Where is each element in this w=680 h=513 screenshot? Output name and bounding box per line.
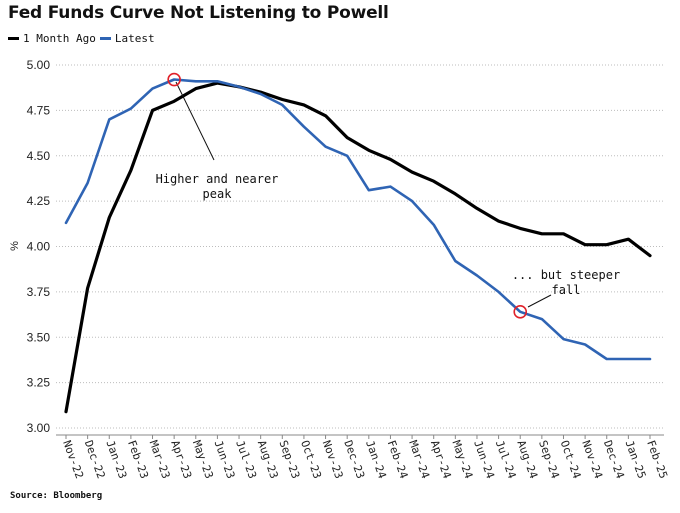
chart-title: Fed Funds Curve Not Listening to Powell	[8, 3, 389, 23]
legend-swatch-latest	[99, 37, 111, 40]
legend-label-1-month-ago: 1 Month Ago	[23, 32, 96, 45]
annotation-leader-line	[175, 81, 215, 161]
annotation-text: Higher and nearer	[156, 172, 279, 186]
legend-label-latest: Latest	[114, 32, 155, 45]
y-axis-label: %	[9, 241, 21, 251]
annotation-text: peak	[203, 187, 233, 201]
y-tick-label: 4.00	[27, 240, 51, 254]
y-tick-label: 5.00	[27, 58, 51, 72]
y-tick-label: 3.25	[27, 376, 51, 390]
annotation-marker	[513, 305, 528, 319]
legend-swatch-1-month-ago	[8, 37, 19, 40]
annotation-text: fall	[552, 283, 581, 297]
y-tick-label: 4.75	[27, 103, 51, 117]
y-tick-label: 3.50	[27, 330, 51, 344]
y-tick-label: 3.75	[27, 285, 51, 299]
y-tick-label: 4.50	[27, 149, 51, 163]
legend-item-latest: Latest	[99, 32, 155, 45]
y-tick-label: 3.00	[27, 421, 51, 435]
annotation-text: ... but steeper	[512, 268, 620, 282]
series-line-latest	[64, 78, 652, 361]
x-tick-label: Nov-22	[60, 439, 86, 481]
y-tick-label: 4.25	[27, 194, 51, 208]
legend: 1 Month Ago Latest	[8, 32, 159, 45]
annotation-leader-line	[527, 294, 552, 308]
series-line-1-month-ago	[64, 81, 652, 414]
source-note: Source: Bloomberg	[10, 491, 103, 501]
annotation-marker	[167, 72, 181, 87]
legend-item-1-month-ago: 1 Month Ago	[8, 32, 96, 45]
